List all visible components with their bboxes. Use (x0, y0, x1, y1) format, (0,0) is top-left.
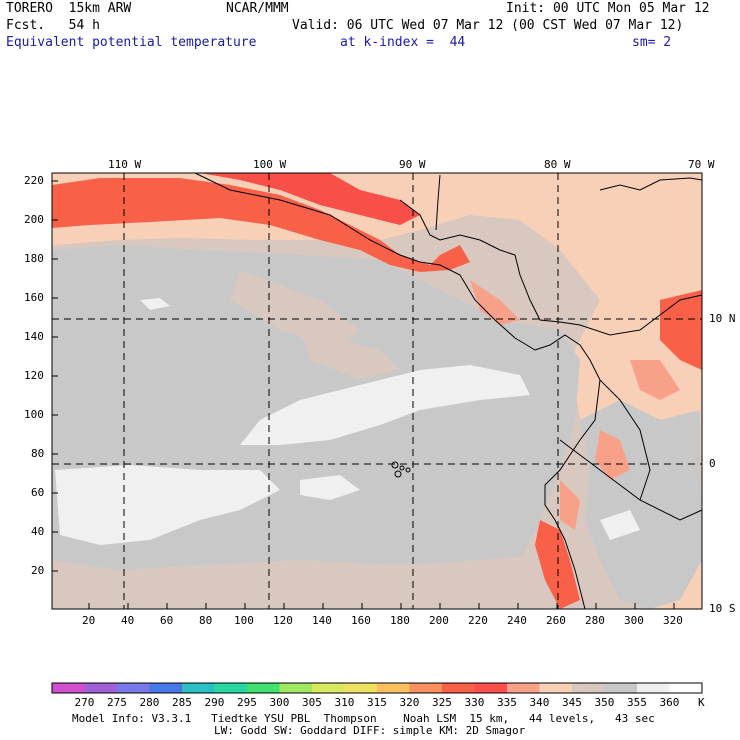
colorbar-level-label: 335 (497, 696, 517, 709)
x-tick-label: 80 (199, 614, 213, 627)
shaded-field (52, 173, 702, 609)
colorbar-swatch (669, 683, 703, 693)
y-tick-label: 140 (24, 330, 44, 343)
graticule (52, 173, 702, 609)
x-tick-label: 300 (624, 614, 644, 627)
lon-label: 100 W (253, 158, 287, 171)
colorbar-swatch (312, 683, 345, 693)
y-tick-label: 180 (24, 252, 44, 265)
x-tick-label: 40 (121, 614, 135, 627)
colorbar-swatch (637, 683, 670, 693)
axis-ticks (52, 180, 675, 609)
x-tick-label: 320 (663, 614, 683, 627)
y-tick-label: 220 (24, 174, 44, 187)
colorbar-swatch (409, 683, 443, 693)
colorbar-swatch (344, 683, 378, 693)
colorbar-level-label: 360 (659, 696, 680, 709)
y-tick-label: 200 (24, 213, 44, 226)
colorbar-level-label: 305 (302, 696, 322, 709)
colorbar-swatch (474, 683, 508, 693)
model-title: TORERO 15km ARW (6, 1, 132, 16)
coastlines (194, 172, 703, 610)
colorbar-swatch (117, 683, 150, 693)
colorbar-frame (51, 682, 703, 694)
colorbar-unit: K (698, 696, 705, 709)
x-tick-label: 280 (585, 614, 605, 627)
center-label: NCAR/MMM (226, 1, 289, 16)
colorbar (51, 682, 703, 694)
colorbar-level-label: 350 (594, 696, 615, 709)
y-tick-label: 80 (31, 447, 45, 460)
colorbar-level-label: 310 (334, 696, 355, 709)
colorbar-swatch (604, 683, 638, 693)
x-tick-label: 240 (507, 614, 527, 627)
colorbar-level-label: 300 (269, 696, 290, 709)
lon-label: 70 W (688, 158, 715, 171)
forecast-hour: Fcst. 54 h (6, 18, 100, 33)
x-tick-label: 200 (429, 614, 449, 627)
y-tick-label: 100 (24, 408, 44, 421)
lat-label: 0 (709, 457, 716, 470)
level-info: at k-index = 44 (340, 35, 466, 50)
colorbar-swatch (214, 683, 248, 693)
colorbar-level-label: 345 (562, 696, 582, 709)
init-time: Init: 00 UTC Mon 05 Mar 12 (506, 1, 710, 16)
x-tick-label: 260 (546, 614, 566, 627)
y-tick-label: 120 (24, 369, 44, 382)
x-tick-label: 60 (160, 614, 174, 627)
x-tick-label: 140 (312, 614, 332, 627)
lon-label: 90 W (399, 158, 426, 171)
colorbar-swatch (52, 683, 85, 693)
colorbar-level-label: 325 (432, 696, 452, 709)
colorbar-level-label: 290 (204, 696, 225, 709)
x-tick-label: 220 (468, 614, 488, 627)
colorbar-swatch (507, 683, 540, 693)
smoothing-info: sm= 2 (632, 35, 672, 50)
x-tick-label: 180 (390, 614, 410, 627)
y-tick-label: 160 (24, 291, 44, 304)
y-tick-label: 60 (31, 486, 45, 499)
colorbar-swatch (182, 683, 215, 693)
x-tick-label: 100 (234, 614, 254, 627)
colorbar-swatch (442, 683, 475, 693)
colorbar-swatch (539, 683, 573, 693)
colorbar-swatch (149, 683, 183, 693)
colorbar-level-label: 295 (237, 696, 257, 709)
colorbar-swatch (84, 683, 118, 693)
lat-label: 10 N (709, 312, 736, 325)
y-tick-label: 20 (31, 564, 45, 577)
colorbar-swatch (377, 683, 410, 693)
colorbar-swatch (247, 683, 280, 693)
y-tick-label: 40 (31, 525, 45, 538)
lon-label: 80 W (544, 158, 571, 171)
plot-frame (51, 172, 703, 610)
x-tick-label: 20 (82, 614, 96, 627)
colorbar-swatch (572, 683, 605, 693)
field-name: Equivalent potential temperature (6, 35, 257, 50)
colorbar-level-label: 280 (139, 696, 160, 709)
valid-time: Valid: 06 UTC Wed 07 Mar 12 (00 CST Wed … (292, 18, 684, 33)
colorbar-level-label: 285 (172, 696, 192, 709)
x-tick-label: 120 (273, 614, 293, 627)
colorbar-level-label: 275 (107, 696, 127, 709)
model-info: Model Info: V3.3.1 Tiedtke YSU PBL Thomp… (72, 712, 655, 725)
lat-label: 10 S (709, 602, 736, 615)
colorbar-level-label: 270 (74, 696, 95, 709)
colorbar-level-label: 355 (627, 696, 647, 709)
colorbar-level-label: 330 (464, 696, 485, 709)
colorbar-level-label: 320 (399, 696, 420, 709)
x-tick-label: 160 (351, 614, 371, 627)
colorbar-swatch (279, 683, 313, 693)
lon-label: 110 W (108, 158, 142, 171)
physics-info: LW: Godd SW: Goddard DIFF: simple KM: 2D… (214, 724, 526, 737)
colorbar-level-label: 315 (367, 696, 387, 709)
colorbar-level-label: 340 (529, 696, 550, 709)
